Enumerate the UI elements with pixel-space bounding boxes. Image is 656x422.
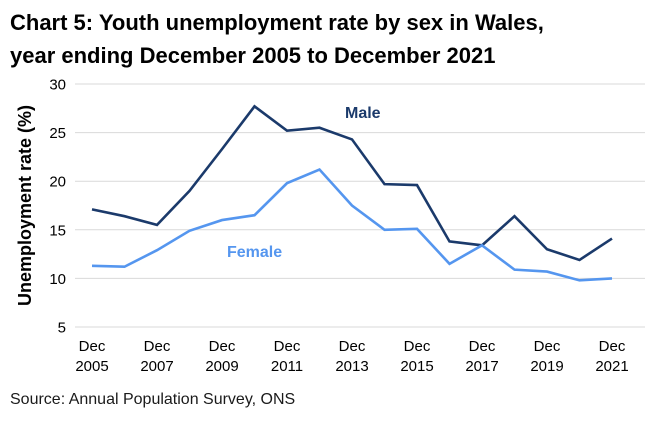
x-tick-label: Dec 2019 <box>530 338 563 375</box>
chart-title: Chart 5: Youth unemployment rate by sex … <box>10 10 544 68</box>
y-tick-label: 25 <box>49 125 66 142</box>
x-tick-label: Dec 2007 <box>140 338 173 375</box>
y-tick-label: 20 <box>49 174 66 191</box>
y-tick-label: 5 <box>58 320 66 337</box>
male-series-line <box>91 104 613 262</box>
female-series-label: Female <box>227 244 282 261</box>
x-tick-label: Dec 2015 <box>400 338 433 375</box>
source-note: Source: Annual Population Survey, ONS <box>10 391 296 408</box>
x-tick-label: Dec 2011 <box>271 338 303 375</box>
y-axis-title: Unemployment rate (%) <box>15 105 35 306</box>
male-series-label: Male <box>345 105 381 122</box>
x-tick-label: Dec 2013 <box>335 338 368 375</box>
y-tick-label: 15 <box>49 222 66 239</box>
x-tick-label: Dec 2009 <box>205 338 238 375</box>
y-tick-label: 10 <box>49 271 66 288</box>
x-tick-label: Dec 2021 <box>595 338 628 375</box>
x-tick-label: Dec 2005 <box>75 338 108 375</box>
y-tick-label: 30 <box>49 77 66 94</box>
x-tick-label: Dec 2017 <box>465 338 498 375</box>
female-series-line <box>91 167 613 282</box>
